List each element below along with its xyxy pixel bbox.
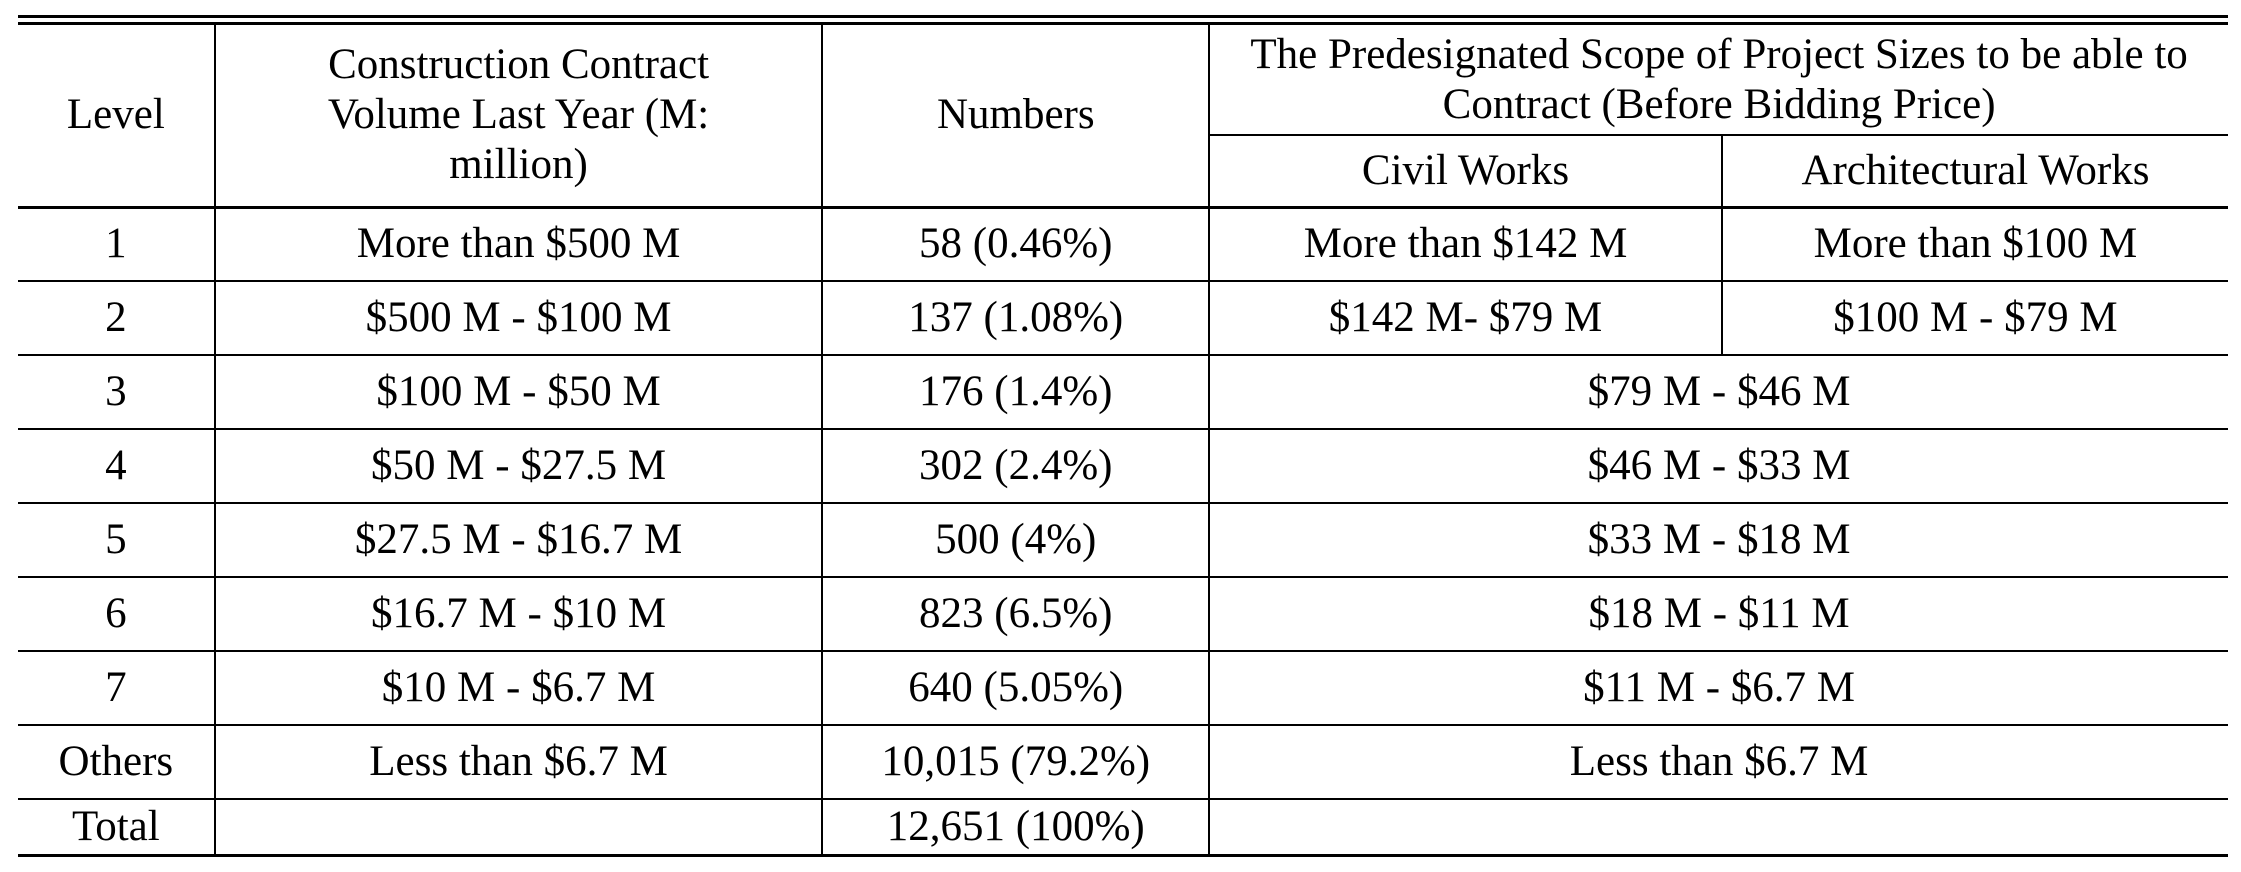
cell-numbers: 176 (1.4%) xyxy=(821,355,1210,430)
cell-scope-merged: $46 M - $33 M xyxy=(1208,429,2228,504)
cell-numbers: 640 (5.05%) xyxy=(821,651,1210,726)
contractor-level-table: Level Construction Contract Volume Last … xyxy=(18,15,2228,857)
cell-level: 5 xyxy=(18,503,215,578)
table-row: 6 $16.7 M - $10 M 823 (6.5%) $18 M - $11… xyxy=(18,577,2228,652)
cell-level: Total xyxy=(18,799,215,857)
table-row: 1 More than $500 M 58 (0.46%) More than … xyxy=(18,207,2228,282)
table-row: 4 $50 M - $27.5 M 302 (2.4%) $46 M - $33… xyxy=(18,429,2228,504)
header-level: Level xyxy=(18,25,215,209)
cell-volume: $10 M - $6.7 M xyxy=(213,651,823,726)
table-row: Others Less than $6.7 M 10,015 (79.2%) L… xyxy=(18,725,2228,800)
table-row: 2 $500 M - $100 M 137 (1.08%) $142 M- $7… xyxy=(18,281,2228,356)
header-scope-group: The Predesignated Scope of Project Sizes… xyxy=(1208,25,2228,136)
cell-volume: $50 M - $27.5 M xyxy=(213,429,823,504)
cell-scope-merged: Less than $6.7 M xyxy=(1208,725,2228,800)
cell-civil-works: $142 M- $79 M xyxy=(1208,281,1722,356)
cell-volume: $500 M - $100 M xyxy=(213,281,823,356)
cell-level: 2 xyxy=(18,281,215,356)
cell-level: 6 xyxy=(18,577,215,652)
cell-numbers: 500 (4%) xyxy=(821,503,1210,578)
cell-numbers: 302 (2.4%) xyxy=(821,429,1210,504)
cell-volume: More than $500 M xyxy=(213,207,823,282)
cell-numbers: 137 (1.08%) xyxy=(821,281,1210,356)
cell-level: 4 xyxy=(18,429,215,504)
cell-architectural-works: More than $100 M xyxy=(1720,207,2228,282)
table-header-row: Level Construction Contract Volume Last … xyxy=(18,25,2228,209)
cell-volume: $16.7 M - $10 M xyxy=(213,577,823,652)
cell-volume: $27.5 M - $16.7 M xyxy=(213,503,823,578)
table-subheader-row: Civil Works Architectural Works xyxy=(18,135,2228,209)
header-volume: Construction Contract Volume Last Year (… xyxy=(213,25,823,209)
cell-architectural-works: $100 M - $79 M xyxy=(1720,281,2228,356)
cell-numbers: 12,651 (100%) xyxy=(821,799,1210,857)
top-double-rule xyxy=(18,15,2228,25)
header-numbers: Numbers xyxy=(821,25,1210,209)
cell-volume: $100 M - $50 M xyxy=(213,355,823,430)
cell-civil-works: More than $142 M xyxy=(1208,207,1722,282)
cell-scope-merged: $11 M - $6.7 M xyxy=(1208,651,2228,726)
data-table: Level Construction Contract Volume Last … xyxy=(18,25,2228,857)
cell-scope-merged: $79 M - $46 M xyxy=(1208,355,2228,430)
cell-level: Others xyxy=(18,725,215,800)
table-row: 5 $27.5 M - $16.7 M 500 (4%) $33 M - $18… xyxy=(18,503,2228,578)
cell-numbers: 823 (6.5%) xyxy=(821,577,1210,652)
cell-numbers: 58 (0.46%) xyxy=(821,207,1210,282)
cell-scope-merged: $18 M - $11 M xyxy=(1208,577,2228,652)
header-civil-works: Civil Works xyxy=(1208,135,1722,209)
cell-numbers: 10,015 (79.2%) xyxy=(821,725,1210,800)
cell-level: 3 xyxy=(18,355,215,430)
cell-level: 7 xyxy=(18,651,215,726)
cell-volume: Less than $6.7 M xyxy=(213,725,823,800)
cell-level: 1 xyxy=(18,207,215,282)
table-row: 3 $100 M - $50 M 176 (1.4%) $79 M - $46 … xyxy=(18,355,2228,430)
header-architectural-works: Architectural Works xyxy=(1720,135,2228,209)
table-row: 7 $10 M - $6.7 M 640 (5.05%) $11 M - $6.… xyxy=(18,651,2228,726)
cell-volume xyxy=(213,799,823,857)
cell-scope-merged xyxy=(1208,799,2228,857)
table-row-total: Total 12,651 (100%) xyxy=(18,799,2228,857)
cell-scope-merged: $33 M - $18 M xyxy=(1208,503,2228,578)
